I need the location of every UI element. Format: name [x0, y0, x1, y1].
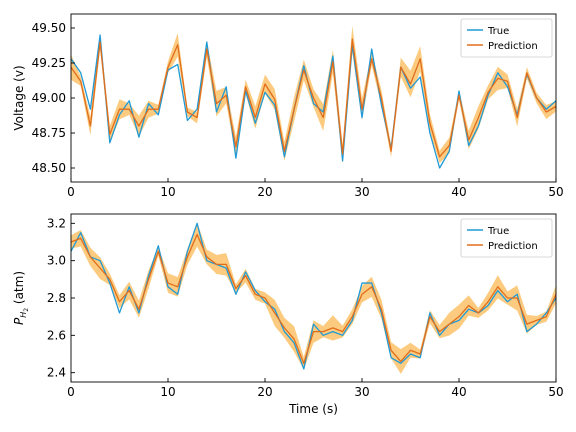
x-tick-label: 10	[160, 185, 175, 199]
prediction-line	[70, 38, 557, 158]
x-tick-label: 0	[67, 185, 75, 199]
x-tick-label: 0	[67, 385, 75, 399]
y-axis-label: PH2 (atm)	[12, 271, 30, 325]
true-line	[70, 34, 557, 169]
y-tick-label: 48.75	[32, 126, 66, 140]
x-tick-label: 30	[354, 385, 369, 399]
legend-box	[460, 218, 553, 258]
x-tick-label: 50	[548, 185, 563, 199]
legend-label: True	[487, 26, 509, 37]
legend: True Prediction	[460, 18, 553, 58]
true-line	[70, 222, 557, 370]
legend-box	[460, 18, 553, 58]
legend: True Prediction	[460, 218, 553, 258]
y-tick-label: 49.25	[32, 56, 66, 70]
x-tick-label: 20	[257, 185, 272, 199]
y-tick-label: 49.50	[32, 21, 66, 35]
voltage-panel: 0 10 20 30 40 50 48.50 48.75 49.00 49.25 49.50 Volt…	[12, 13, 564, 199]
x-axis-label: Time (s)	[288, 402, 338, 416]
y-tick-label: 2.6	[47, 328, 66, 342]
y-tick-label: 2.8	[47, 291, 66, 305]
legend-label: True	[487, 226, 509, 237]
legend-label: Prediction	[488, 41, 538, 52]
y-tick-label: 3.0	[47, 254, 66, 268]
x-tick-label: 10	[160, 385, 175, 399]
y-tick-label: 49.00	[32, 91, 66, 105]
x-tick-label: 20	[257, 385, 272, 399]
pressure-panel: 0 10 20 30 40 50 2.4 2.6 2.8 3.0 3.2 PH2 (atm) Time …	[12, 213, 564, 416]
legend-label: Prediction	[488, 241, 538, 252]
prediction-line	[70, 233, 557, 364]
prediction-band	[71, 25, 556, 164]
x-tick-label: 40	[451, 185, 466, 199]
x-tick-label: 50	[548, 385, 563, 399]
y-tick-label: 48.50	[32, 161, 66, 175]
x-tick-label: 40	[451, 385, 466, 399]
x-tick-label: 30	[354, 185, 369, 199]
y-tick-label: 2.4	[47, 366, 66, 380]
y-tick-label: 3.2	[47, 216, 66, 230]
y-axis-label: Voltage (v)	[12, 65, 26, 130]
